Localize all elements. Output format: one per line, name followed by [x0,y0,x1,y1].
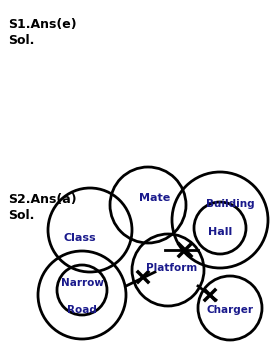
Text: Class: Class [64,233,96,243]
Text: Platform: Platform [146,263,198,273]
Text: S1.Ans(e): S1.Ans(e) [8,18,77,31]
Text: Mate: Mate [139,193,171,203]
Text: Sol.: Sol. [8,34,34,47]
Text: Building: Building [206,199,254,209]
Text: Hall: Hall [208,227,232,237]
Text: Sol.: Sol. [8,209,34,222]
Text: Narrow: Narrow [60,278,104,288]
Text: Road: Road [67,305,97,315]
Text: Charger: Charger [206,305,253,315]
Text: S2.Ans(a): S2.Ans(a) [8,193,77,206]
